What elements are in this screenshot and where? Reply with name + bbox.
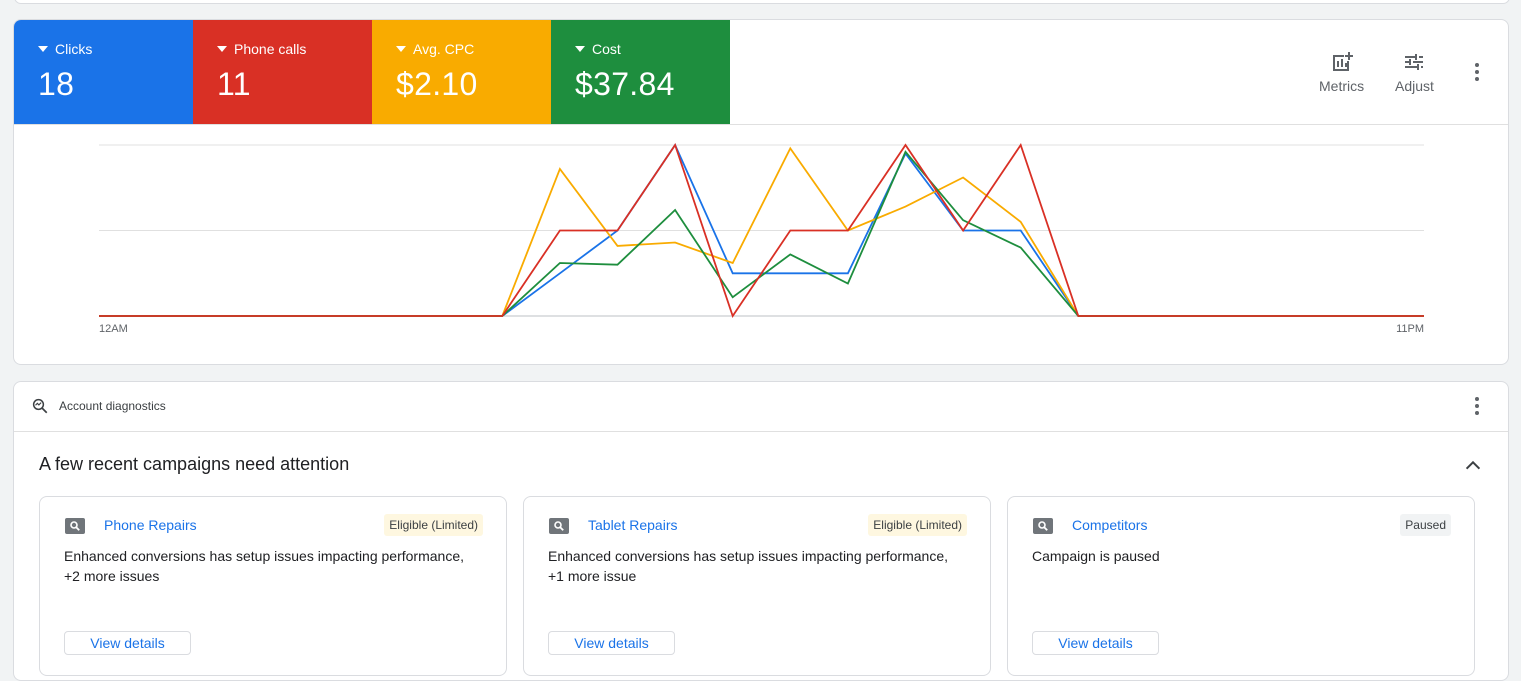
adjust-button[interactable]: Adjust bbox=[1395, 50, 1434, 94]
search-insights-icon bbox=[32, 398, 48, 414]
campaign-card-phone-repairs: Phone Repairs Eligible (Limited) Enhance… bbox=[39, 496, 507, 676]
scorecard-label-cost: Cost bbox=[575, 40, 730, 58]
scorecard-label-text: Phone calls bbox=[234, 41, 307, 57]
scorecard-value-clicks: 18 bbox=[38, 66, 75, 102]
caret-down-icon bbox=[396, 46, 406, 52]
more-vert-icon[interactable] bbox=[1465, 394, 1489, 418]
status-badge: Paused bbox=[1400, 514, 1451, 536]
chevron-up-icon[interactable] bbox=[1462, 454, 1484, 476]
view-details-button[interactable]: View details bbox=[64, 631, 191, 655]
chart-divider bbox=[14, 124, 1508, 125]
series-line-cost bbox=[99, 150, 1424, 317]
scorecard-value-avg-cpc: $2.10 bbox=[396, 66, 478, 102]
adjust-label: Adjust bbox=[1395, 78, 1434, 94]
campaign-issue-text: Enhanced conversions has setup issues im… bbox=[548, 548, 948, 584]
view-details-button[interactable]: View details bbox=[548, 631, 675, 655]
x-tick-label-end: 11PM bbox=[1396, 323, 1424, 335]
campaign-card-tablet-repairs: Tablet Repairs Eligible (Limited) Enhanc… bbox=[523, 496, 991, 676]
campaign-issue-text: Campaign is paused bbox=[1032, 548, 1160, 564]
status-badge: Eligible (Limited) bbox=[868, 514, 967, 536]
campaign-card-competitors: Competitors Paused Campaign is paused Vi… bbox=[1007, 496, 1475, 676]
scorecard-label-text: Avg. CPC bbox=[413, 41, 475, 57]
diagnostics-title: Account diagnostics bbox=[59, 399, 166, 413]
metrics-label: Metrics bbox=[1319, 78, 1365, 94]
scorecard-phone-calls[interactable]: Phone calls 11 bbox=[193, 20, 372, 124]
caret-down-icon bbox=[38, 46, 48, 52]
status-badge: Eligible (Limited) bbox=[384, 514, 483, 536]
scorecard-label-text: Clicks bbox=[55, 41, 93, 57]
overview-chart-card: Clicks 18 Phone calls 11 Avg. CPC $2.10 … bbox=[13, 19, 1509, 365]
diagnostics-header: Account diagnostics bbox=[14, 382, 1508, 432]
attention-heading: A few recent campaigns need attention bbox=[39, 454, 350, 474]
scorecard-value-cost: $37.84 bbox=[575, 66, 675, 102]
series-line-phone-calls bbox=[99, 142, 1424, 319]
scorecard-clicks[interactable]: Clicks 18 bbox=[14, 20, 193, 124]
more-vert-icon[interactable] bbox=[1465, 60, 1489, 84]
x-tick-label-start: 12AM bbox=[99, 323, 128, 335]
scorecards: Clicks 18 Phone calls 11 Avg. CPC $2.10 … bbox=[14, 20, 730, 124]
series-line-avg-cpc bbox=[99, 146, 1424, 317]
search-campaign-icon bbox=[549, 518, 569, 534]
scorecard-avg-cpc[interactable]: Avg. CPC $2.10 bbox=[372, 20, 551, 124]
top-card-edge bbox=[14, 0, 1510, 4]
campaign-name-link[interactable]: Phone Repairs bbox=[104, 517, 197, 533]
performance-line-chart: 12AM 11PM bbox=[99, 142, 1424, 335]
scorecard-label-phone-calls: Phone calls bbox=[217, 40, 372, 58]
scorecard-label-text: Cost bbox=[592, 41, 621, 57]
campaign-issue-text: Enhanced conversions has setup issues im… bbox=[64, 548, 464, 584]
campaign-name-link[interactable]: Tablet Repairs bbox=[588, 517, 678, 533]
scorecard-value-phone-calls: 11 bbox=[217, 66, 251, 102]
campaign-name-link[interactable]: Competitors bbox=[1072, 517, 1148, 533]
metrics-button[interactable]: Metrics bbox=[1319, 50, 1364, 94]
search-campaign-icon bbox=[65, 518, 85, 534]
view-details-button[interactable]: View details bbox=[1032, 631, 1159, 655]
search-campaign-icon bbox=[1033, 518, 1053, 534]
tune-sliders-icon bbox=[1405, 54, 1424, 70]
caret-down-icon bbox=[217, 46, 227, 52]
account-diagnostics-card: Account diagnostics A few recent campaig… bbox=[13, 381, 1509, 681]
bar-chart-add-icon bbox=[1332, 52, 1353, 71]
scorecard-label-clicks: Clicks bbox=[38, 40, 193, 58]
caret-down-icon bbox=[575, 46, 585, 52]
scorecard-label-avg-cpc: Avg. CPC bbox=[396, 40, 551, 58]
scorecard-cost[interactable]: Cost $37.84 bbox=[551, 20, 730, 124]
